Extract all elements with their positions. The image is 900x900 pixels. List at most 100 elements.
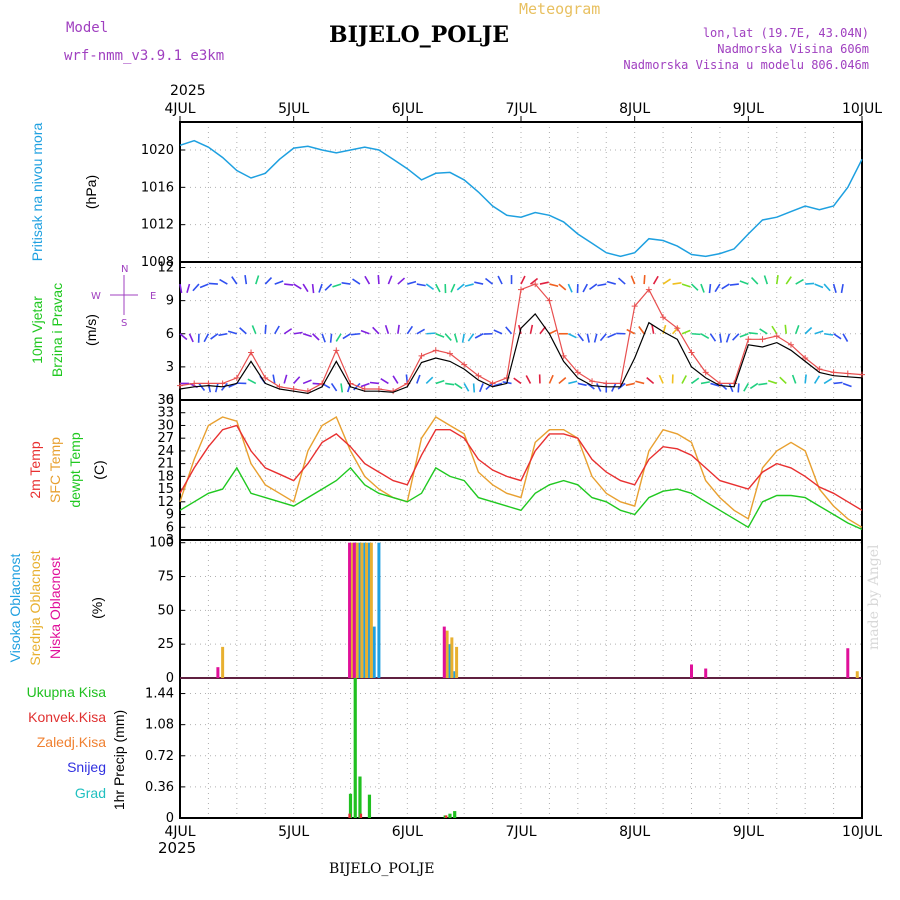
wind-barb (199, 283, 209, 289)
day-label-bottom: 5JUL (278, 824, 309, 840)
precip-bar-total (453, 811, 457, 818)
wind-barb (681, 329, 691, 335)
wind-ytick-label: 12 (157, 261, 174, 276)
wind-barb (332, 283, 342, 288)
wind-barb (567, 283, 573, 293)
wind-barb (341, 282, 351, 285)
wind-ytick-label: 3 (166, 360, 174, 375)
wind-gust-marker (589, 378, 596, 385)
precip-legend-item: Zaledj.Kisa (37, 734, 106, 750)
wind-barb (372, 326, 380, 335)
wind-barb (493, 382, 503, 387)
temp-ylabel3: dewpt Temp (67, 432, 83, 507)
temperature-ytick-label: 24 (157, 444, 174, 459)
wind-barb (283, 328, 293, 335)
wind-barb (397, 324, 400, 334)
wind-barb (218, 332, 228, 337)
wind-gust-marker (262, 374, 269, 381)
cloud-bar-mid (445, 630, 449, 678)
wind-barb (558, 377, 567, 385)
wind-barb (596, 383, 602, 392)
wind-barb (264, 324, 267, 334)
cloud-bar-high (453, 671, 457, 678)
pressure-ytick-label: 1008 (141, 255, 174, 270)
cloud-bar-mid (350, 542, 354, 678)
wind-barb (416, 374, 421, 384)
cloud-bar-high (358, 542, 362, 678)
pressure-line (179, 139, 863, 258)
wind-barb (599, 333, 607, 342)
cloud-bar-mid (221, 646, 225, 678)
temperature-ytick-label: 12 (157, 495, 174, 510)
wind-barb (651, 324, 655, 334)
wind-gust-marker (333, 347, 340, 354)
wind-barb (497, 275, 503, 285)
wind-barb (681, 283, 691, 288)
wind-barb (775, 275, 779, 285)
wind-barb (732, 333, 740, 341)
temperature-ytick-label: 18 (157, 469, 174, 484)
cloud-bar-high (448, 644, 452, 678)
wind-barb (658, 374, 664, 384)
wind-barb (208, 282, 218, 285)
pressure-ylabel: Pritisak na nivou mora (29, 123, 45, 262)
wind-barb (743, 383, 750, 392)
wind-barb (302, 379, 312, 385)
wind-unit: (m/s) (83, 314, 99, 346)
compass-north: N (121, 264, 128, 275)
wind-barb (203, 333, 210, 343)
cloud-bar-mid (455, 646, 459, 678)
wind-barb (549, 283, 559, 288)
wind-barb (823, 332, 834, 336)
wind-barb (672, 282, 682, 285)
wind-ytick-label: 0 (166, 393, 174, 408)
wind-barb (728, 383, 734, 393)
cloud-bar-high (363, 542, 367, 678)
wind-ylabel: 10m Vjetar (29, 296, 45, 364)
wind-barb (568, 333, 577, 339)
wind-gust-marker (489, 380, 496, 387)
wind-barb (425, 376, 434, 385)
wind-barb (416, 328, 425, 335)
day-label-bottom: 7JUL (505, 824, 536, 840)
wind-barb (709, 333, 717, 342)
cloud-bar-high (377, 542, 381, 678)
wind-barb (597, 283, 607, 287)
wind-barb (625, 382, 635, 387)
wind-barb (472, 383, 476, 393)
cloud-bar-low (846, 648, 850, 678)
wind-barb (247, 378, 257, 385)
wind-gust-marker (432, 347, 439, 354)
wind-barb (311, 283, 315, 294)
wind-barb (255, 275, 260, 285)
day-label-bottom: 8JUL (619, 824, 650, 840)
precip-ytick-label: 0.36 (145, 780, 174, 795)
day-label-top: 4JUL (164, 101, 195, 117)
day-label-top: 6JUL (392, 101, 423, 117)
cloud-bar-high (372, 626, 376, 678)
wind-gust-marker (248, 349, 255, 356)
clouds-ytick-label: 75 (157, 570, 174, 585)
wind-barb (795, 278, 804, 285)
clouds-ytick-label: 50 (157, 603, 174, 618)
wind-barb (350, 332, 361, 336)
wind-barb (227, 330, 238, 335)
wind-gust-marker (177, 382, 183, 389)
wind-barb (335, 333, 342, 342)
precip-bar-total (353, 678, 357, 818)
wind-barb (188, 333, 194, 343)
wind-barb (239, 327, 247, 335)
wind-gust-marker (574, 369, 581, 376)
wind-barb (484, 277, 494, 285)
wind-barb (691, 377, 700, 385)
wind-gust-marker (645, 286, 652, 293)
wind-ytick-label: 6 (166, 327, 174, 342)
wind-barb (274, 325, 280, 335)
temperature-ytick-label: 21 (157, 457, 174, 472)
day-label-top: 9JUL (733, 101, 764, 117)
temp-2m-line (179, 424, 863, 511)
dewpt-temp-line (179, 466, 863, 531)
wind-barb (284, 283, 294, 286)
precip-legend-item: Grad (75, 785, 106, 801)
wind-barb (513, 377, 522, 385)
